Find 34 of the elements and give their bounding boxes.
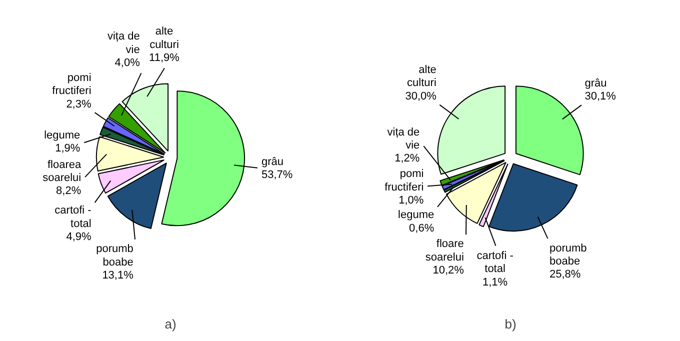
data-label: 2,3% [66,98,92,110]
slice-label: vița de vie [107,30,140,56]
data-label: 8,2% [56,185,82,198]
data-label: 0,6% [409,222,434,234]
slice-label: alte culturi [150,26,179,51]
data-label: 4,0% [114,57,140,70]
slice-label: grâu [584,77,607,90]
data-label: 1,0% [398,194,424,207]
data-label: 1,1% [482,276,508,288]
slice-label: floarea soarelui [42,158,82,184]
data-label: 11,9% [149,52,180,64]
slice-label: porumb boabe [550,242,587,268]
slice-label: cartofi - total [54,204,92,230]
legend-label: pomi fructiferi [384,168,424,194]
data-label: 30,1% [584,90,616,103]
data-label: 10,2% [432,264,464,277]
data-label: 25,8% [550,268,581,281]
data-label: 13,1% [102,270,134,282]
data-label: 1,2% [394,152,420,165]
slice-label: floare soarelui [425,238,464,264]
text: b) [504,316,516,332]
data-label: 53,7% [261,168,293,181]
slice-label: vița de vie [387,126,420,152]
slice-label: porumb boabe [96,243,134,268]
data-label: 30,0% [405,90,437,102]
slice-label: alte culturi [407,64,436,90]
data-label: 1,9% [55,142,80,155]
slice-label: cartofi - total [476,250,514,276]
slice-label: pomi fructiferi [52,72,92,98]
slice-label: legume [44,129,80,142]
slice-label: legume [398,209,434,222]
slice-label: grâu [261,156,284,168]
data-label: 4,9% [66,231,92,244]
text: a) [164,316,176,332]
